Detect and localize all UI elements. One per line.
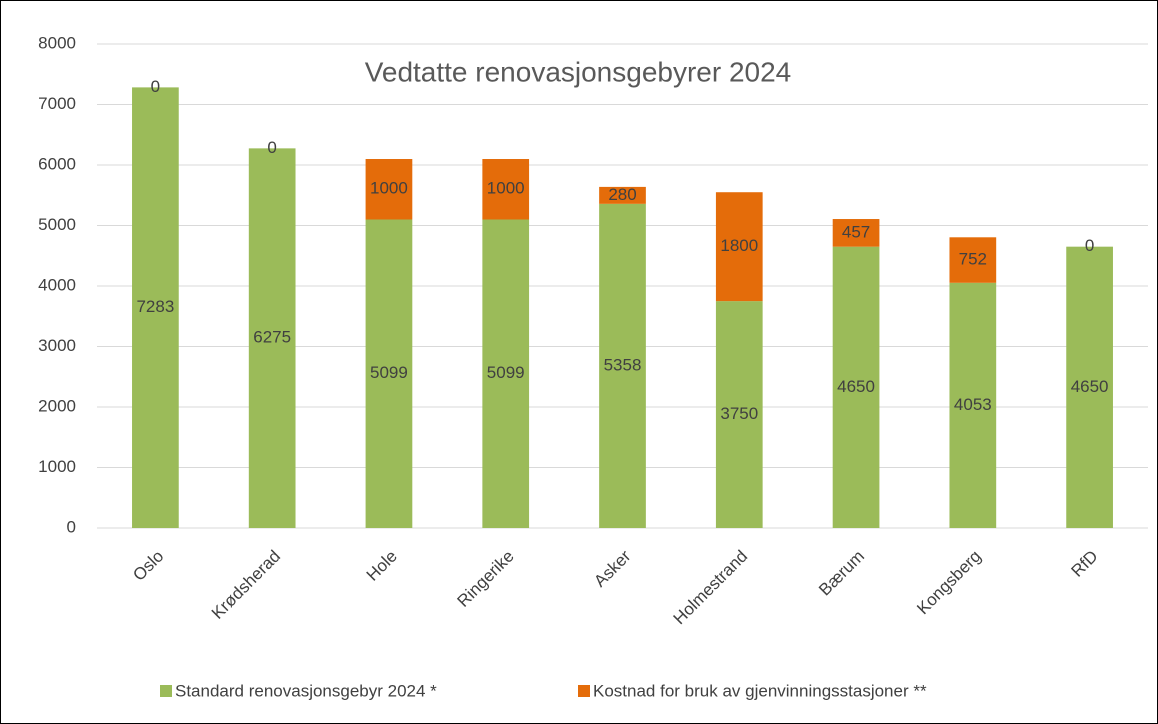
bar-segment [599,203,646,528]
data-label: 5099 [487,363,525,382]
legend-label: Standard renovasjonsgebyr 2024 * [175,681,437,700]
data-label: 1000 [370,179,408,198]
data-label: 4650 [837,377,875,396]
bar-segment [482,159,530,220]
data-label: 5358 [604,355,642,374]
data-label: 5099 [370,363,408,382]
y-tick-label: 6000 [38,154,76,173]
legend-label: Kostnad for bruk av gjenvinningsstasjone… [593,681,927,700]
data-label: 4053 [954,395,992,414]
bar-segment [365,219,413,528]
bar-segment [715,301,763,528]
data-label: 4650 [1071,377,1109,396]
y-tick-label: 2000 [38,396,76,415]
bar-segment [715,192,763,302]
bar-segment [832,219,880,247]
bar-segment [949,237,997,283]
bar-segment [599,186,646,204]
data-label: 7283 [136,297,174,316]
chart-title: Vedtatte renovasjonsgebyrer 2024 [365,56,792,87]
bar-segment [949,282,997,528]
y-tick-label: 7000 [38,94,76,113]
data-label: 457 [842,222,870,241]
y-tick-label: 8000 [38,33,76,52]
y-tick-label: 5000 [38,215,76,234]
y-tick-label: 0 [67,517,76,536]
data-label: 1000 [487,179,525,198]
y-tick-label: 4000 [38,275,76,294]
bar-segment [482,219,530,528]
y-tick-label: 1000 [38,457,76,476]
bar-segment [248,148,296,529]
legend-swatch [578,685,590,697]
bar-segment [832,246,880,529]
bar-segment [365,159,413,220]
data-label: 752 [959,250,987,269]
bar-segment [132,87,179,528]
bar-segment [1066,246,1113,529]
legend-swatch [160,685,172,697]
data-label: 0 [1085,236,1094,255]
data-label: 6275 [253,328,291,347]
data-label: 280 [608,185,636,204]
data-label: 1800 [720,236,758,255]
data-label: 0 [267,138,276,157]
data-label: 3750 [720,404,758,423]
y-tick-label: 3000 [38,336,76,355]
data-label: 0 [151,77,160,96]
